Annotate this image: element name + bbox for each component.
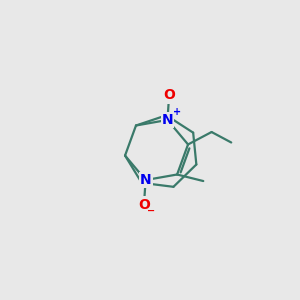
Text: O: O: [163, 88, 175, 102]
Text: −: −: [147, 206, 155, 216]
Text: +: +: [172, 107, 181, 117]
Text: O: O: [138, 198, 150, 212]
Text: N: N: [162, 113, 173, 127]
Text: N: N: [140, 173, 152, 187]
